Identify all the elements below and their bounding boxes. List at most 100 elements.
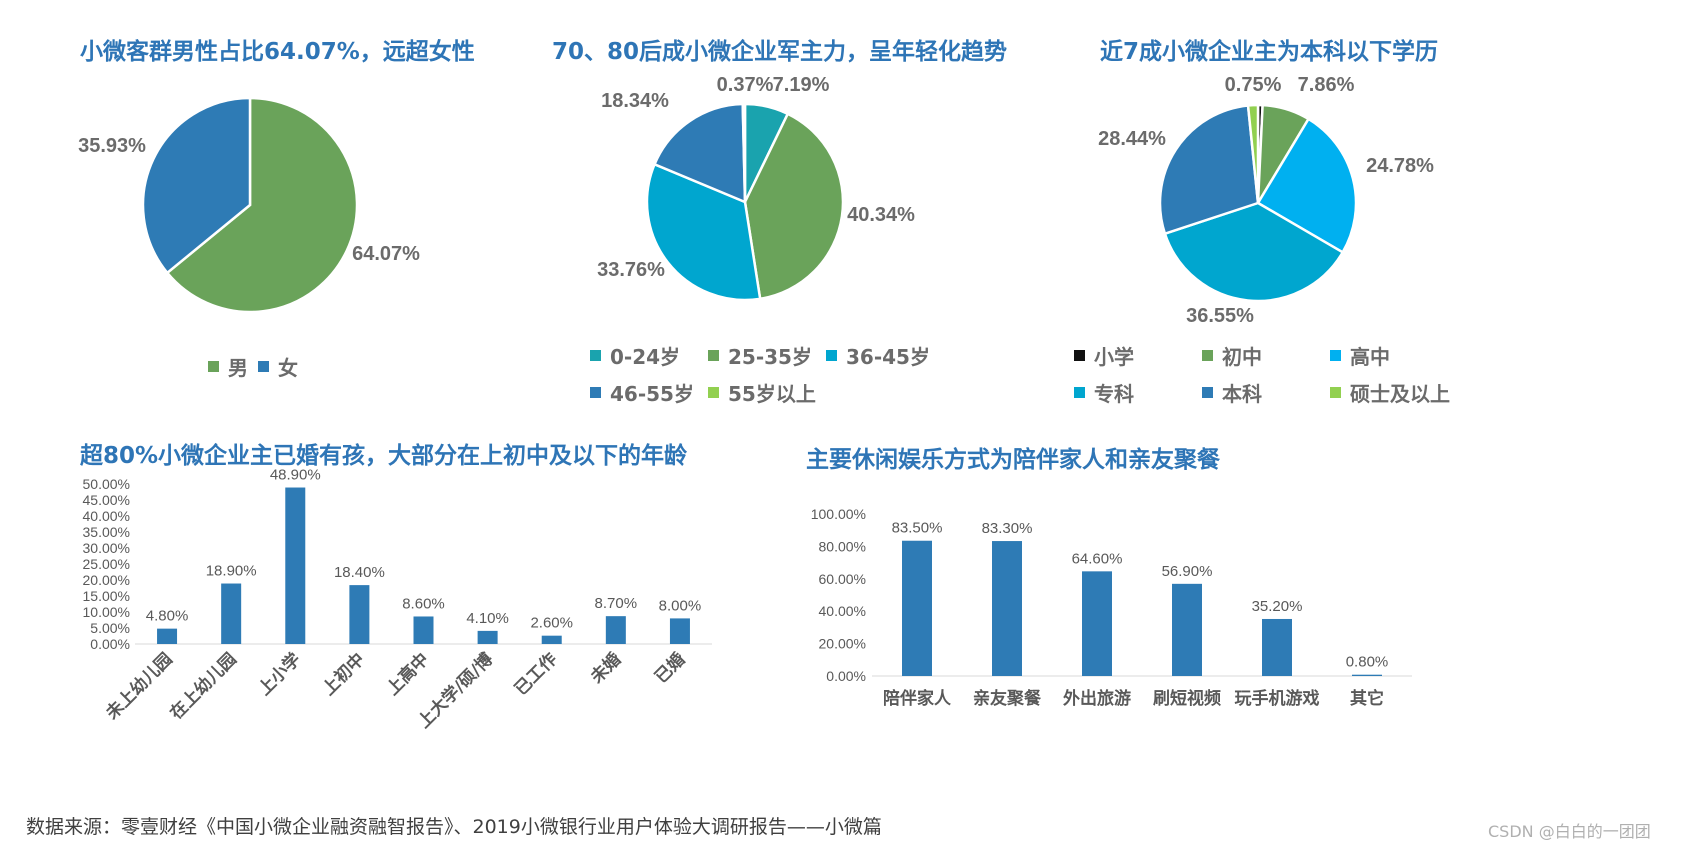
bar-data-label: 0.80%	[1346, 654, 1389, 671]
y-tick-label: 5.00%	[90, 620, 130, 636]
pie2-data-label: 18.34%	[601, 90, 669, 112]
pie1-title: 小微客群男性占比64.07%，远超女性	[80, 39, 475, 65]
bar	[349, 585, 370, 644]
bar-data-label: 64.60%	[1072, 550, 1123, 567]
pie2-data-label: 33.76%	[597, 259, 665, 281]
x-category-label: 陪伴家人	[883, 688, 952, 709]
pie2-data-label: 40.34%	[847, 204, 915, 226]
legend-swatch	[708, 350, 719, 361]
pie3-slice-6	[1246, 103, 1260, 204]
bar	[157, 628, 178, 644]
pie1-slice-1	[165, 96, 359, 314]
y-tick-label: 50.00%	[83, 476, 130, 492]
pie2-slice-4	[652, 102, 747, 204]
legend-item: 女	[258, 352, 298, 381]
legend-item: 46-55岁	[590, 378, 700, 407]
pie1-data-label: 64.07%	[352, 243, 420, 265]
legend-label: 男	[228, 356, 248, 380]
pie2-title: 70、80后成小微企业军主力，呈年轻化趋势	[552, 39, 1008, 65]
bar1-chart: 0.00%5.00%10.00%15.00%20.00%25.00%30.00%…	[83, 467, 712, 732]
pie3-legend: 小学 初中 高中 专科 本科 硕士及以上	[1074, 341, 1458, 407]
y-tick-label: 10.00%	[83, 604, 130, 620]
legend-label: 本科	[1222, 382, 1262, 406]
legend-swatch	[1330, 387, 1341, 398]
y-tick-label: 20.00%	[819, 636, 866, 652]
bar	[669, 618, 690, 644]
legend-item: 男	[208, 352, 248, 381]
y-tick-label: 35.00%	[83, 524, 130, 540]
y-tick-label: 30.00%	[83, 540, 130, 556]
legend-label: 专科	[1094, 382, 1134, 406]
pie1-legend: 男女	[208, 352, 298, 381]
pie3-data-label: 24.78%	[1366, 155, 1434, 177]
legend-swatch	[1202, 387, 1213, 398]
x-category-label: 未婚	[586, 649, 626, 689]
legend-swatch	[258, 361, 269, 372]
y-tick-label: 60.00%	[819, 571, 866, 587]
bar-data-label: 35.20%	[1252, 598, 1303, 615]
bar2-chart: 0.00% 20.00% 40.00% 60.00% 80.00% 100.00% 83.5…	[811, 506, 1412, 709]
legend-label: 女	[278, 356, 298, 380]
legend-swatch	[1074, 387, 1085, 398]
bar	[605, 616, 626, 644]
pie3-slice-5	[1158, 104, 1260, 236]
y-tick-label: 0.00%	[826, 668, 866, 684]
x-category-label: 未上幼儿园	[101, 649, 177, 725]
legend-item: 小学	[1074, 341, 1202, 370]
y-tick-label: 0.00%	[90, 636, 130, 652]
legend-item: 高中	[1330, 341, 1458, 370]
bar	[1262, 618, 1292, 676]
legend-label: 46-55岁	[610, 382, 694, 406]
legend-label: 0-24岁	[610, 345, 681, 369]
bar	[902, 540, 932, 676]
pie2-data-label: 0.37%	[717, 74, 774, 96]
pie3-slice-3	[1256, 117, 1358, 255]
legend-swatch	[590, 387, 601, 398]
y-tick-label: 20.00%	[83, 572, 130, 588]
pie1-chart: 64.07% 35.93%	[78, 96, 420, 314]
bar	[1352, 674, 1382, 676]
bar	[413, 616, 434, 644]
legend-swatch	[1202, 350, 1213, 361]
pie2-data-label: 7.19%	[773, 74, 830, 96]
pie1-data-label: 35.93%	[78, 135, 146, 157]
legend-label: 初中	[1222, 345, 1262, 369]
pie2-chart: 7.19% 40.34% 33.76% 18.34% 0.37%	[597, 74, 915, 302]
legend-swatch	[708, 387, 719, 398]
pie3-slice-4	[1163, 201, 1345, 303]
pie3-data-label: 36.55%	[1186, 305, 1254, 327]
bar-data-label: 8.70%	[595, 595, 638, 612]
bar-data-label: 4.80%	[146, 608, 189, 625]
pie2-slice-5	[741, 102, 747, 203]
bar1-title: 超80%小微企业主已婚有孩，大部分在上初中及以下的年龄	[80, 443, 688, 469]
legend-label: 36-45岁	[846, 345, 930, 369]
legend-swatch	[1074, 350, 1085, 361]
pie3-title: 近7成小微企业主为本科以下学历	[1100, 39, 1439, 65]
y-tick-label: 15.00%	[83, 588, 130, 604]
y-tick-label: 40.00%	[83, 508, 130, 524]
pie3-data-label: 7.86%	[1298, 74, 1355, 96]
legend-item: 专科	[1074, 378, 1202, 407]
bar-data-label: 48.90%	[270, 467, 321, 484]
bar-data-label: 2.60%	[530, 615, 573, 632]
y-tick-label: 80.00%	[819, 538, 866, 554]
x-category-label: 外出旅游	[1063, 688, 1131, 709]
legend-swatch	[590, 350, 601, 361]
pie2-legend: 0-24岁 25-35岁 36-45岁 46-55岁 55岁以上	[590, 341, 936, 407]
pie2-slice-3	[645, 162, 762, 302]
legend-swatch	[1330, 350, 1341, 361]
x-category-label: 亲友聚餐	[973, 688, 1042, 709]
pie3-data-label: 0.75%	[1225, 74, 1282, 96]
x-category-label: 已工作	[510, 649, 561, 700]
bar	[221, 583, 242, 644]
x-category-label: 其它	[1350, 688, 1384, 709]
y-tick-label: 25.00%	[83, 556, 130, 572]
bar-data-label: 8.60%	[402, 595, 445, 612]
watermark: CSDN @白白的一团团	[1488, 822, 1651, 841]
legend-item: 初中	[1202, 341, 1330, 370]
x-category-label: 玩手机游戏	[1235, 688, 1320, 709]
bar-data-label: 56.90%	[1162, 563, 1213, 580]
x-category-label: 已婚	[651, 649, 690, 688]
x-category-label: 上小学	[254, 649, 305, 700]
x-category-label: 刷短视频	[1153, 688, 1221, 709]
